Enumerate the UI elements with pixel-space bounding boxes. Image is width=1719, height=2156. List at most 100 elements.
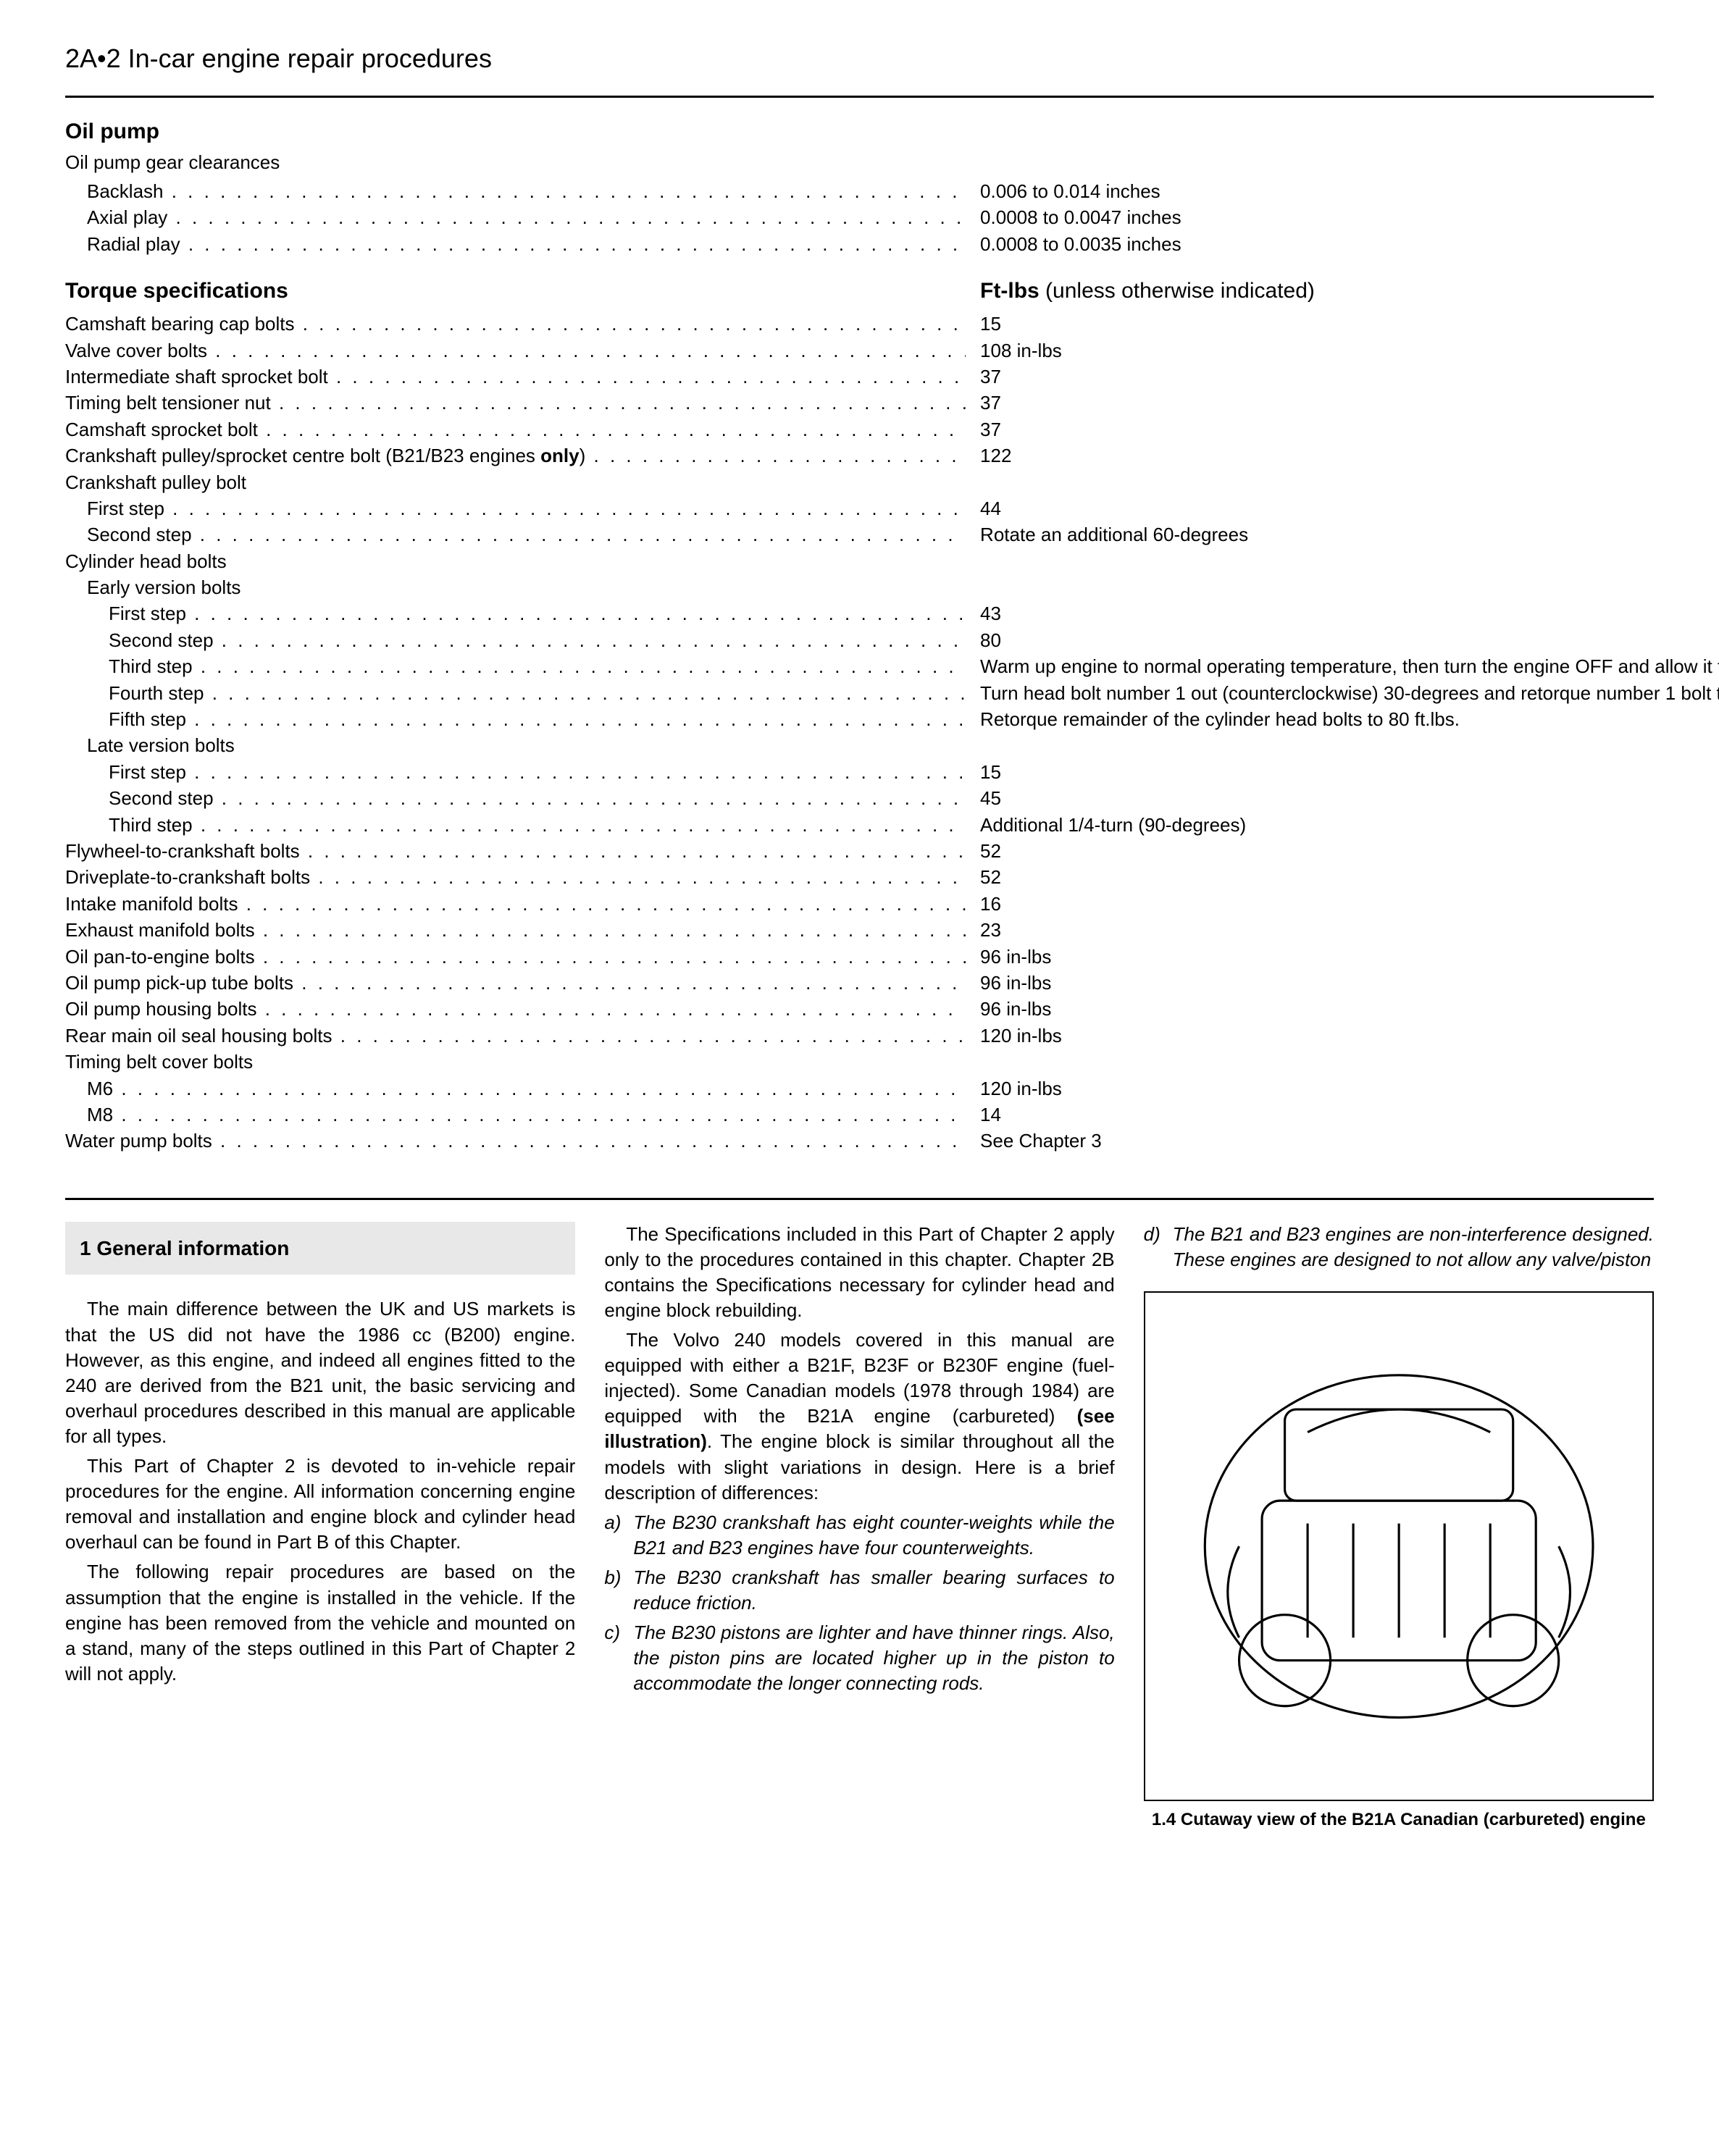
- spec-label: Second step: [65, 521, 966, 548]
- spec-label: Crankshaft pulley/sprocket centre bolt (…: [65, 442, 966, 469]
- figure-caption: 1.4 Cutaway view of the B21A Canadian (c…: [1144, 1808, 1654, 1831]
- body-paragraph: The main difference between the UK and U…: [65, 1296, 575, 1449]
- list-text: The B230 crankshaft has smaller bearing …: [633, 1565, 1114, 1616]
- body-paragraph: The Volvo 240 models covered in this man…: [604, 1327, 1114, 1506]
- oil-pump-sub: Oil pump gear clearances: [65, 151, 1719, 174]
- engine-illustration: [1171, 1318, 1627, 1774]
- spec-value: 0.0008 to 0.0047 inches: [966, 204, 1719, 230]
- list-item: c)The B230 pistons are lighter and have …: [604, 1620, 1114, 1696]
- spec-row: Third stepWarm up engine to normal opera…: [65, 653, 1719, 679]
- spec-row: Backlash0.006 to 0.014 inches: [65, 178, 1719, 204]
- spec-row: Oil pump housing bolts96 in-lbs: [65, 996, 1719, 1022]
- spec-row: Second stepRotate an additional 60-degre…: [65, 521, 1719, 548]
- spec-value: Rotate an additional 60-degrees: [966, 521, 1719, 548]
- spec-label: Third step: [65, 812, 966, 838]
- spec-label: First step: [65, 600, 966, 626]
- list-text: The B230 crankshaft has eight counter-we…: [633, 1510, 1114, 1561]
- list-text: The B21 and B23 engines are non-interfer…: [1173, 1222, 1654, 1272]
- spec-row: Oil pan-to-engine bolts96 in-lbs: [65, 944, 1719, 970]
- spec-row: Crankshaft pulley/sprocket centre bolt (…: [65, 442, 1719, 469]
- spec-value: Warm up engine to normal operating tempe…: [966, 653, 1719, 679]
- spec-row: Intermediate shaft sprocket bolt37: [65, 364, 1719, 390]
- header-rule: [65, 96, 1654, 98]
- spec-label: Oil pump housing bolts: [65, 996, 966, 1022]
- list-marker: c): [604, 1620, 633, 1696]
- spec-value: 43: [966, 600, 1719, 626]
- spec-row: Second step80: [65, 627, 1719, 653]
- spec-value: 52: [966, 838, 1719, 864]
- list-text: The B230 pistons are lighter and have th…: [633, 1620, 1114, 1696]
- torque-header: Torque specifications Ft-lbs (unless oth…: [65, 279, 1719, 303]
- spec-value: 37: [966, 390, 1719, 416]
- body-paragraph: The Specifications included in this Part…: [604, 1222, 1114, 1323]
- spec-row: First step44: [65, 495, 1719, 521]
- spec-value: 120 in-lbs: [966, 1023, 1719, 1049]
- spec-value: 14: [966, 1102, 1719, 1128]
- list-marker: b): [604, 1565, 633, 1616]
- spec-label: Second step: [65, 627, 966, 653]
- spec-value: 122: [966, 442, 1719, 469]
- page-header: 2A•2 In-car engine repair procedures: [65, 43, 1654, 74]
- body-col-1: 1 General information The main differenc…: [65, 1222, 575, 1832]
- spec-label: First step: [65, 495, 966, 521]
- spec-row: Driveplate-to-crankshaft bolts52: [65, 864, 1719, 890]
- body-paragraph: The following repair procedures are base…: [65, 1559, 575, 1686]
- spec-row: First step15: [65, 759, 1719, 785]
- spec-value: 37: [966, 364, 1719, 390]
- spec-label: Driveplate-to-crankshaft bolts: [65, 864, 966, 890]
- body-col-2: The Specifications included in this Part…: [604, 1222, 1114, 1832]
- spec-label: Cylinder head bolts: [65, 548, 966, 574]
- spec-row: Rear main oil seal housing bolts120 in-l…: [65, 1023, 1719, 1049]
- spec-value: 16: [966, 891, 1719, 917]
- spec-value: 45: [966, 785, 1719, 811]
- spec-value: 15: [966, 311, 1719, 337]
- spec-value: 108 in-lbs: [966, 337, 1719, 364]
- list-marker: d): [1144, 1222, 1173, 1272]
- spec-label: M6: [65, 1075, 966, 1102]
- torque-unit: Ft-lbs (unless otherwise indicated): [966, 279, 1719, 303]
- torque-table: Camshaft bearing cap bolts15Valve cover …: [65, 311, 1719, 1154]
- spec-row: Camshaft bearing cap bolts15: [65, 311, 1719, 337]
- spec-value: 80: [966, 627, 1719, 653]
- spec-row: Water pump boltsSee Chapter 3: [65, 1128, 1719, 1154]
- spec-label: Exhaust manifold bolts: [65, 917, 966, 943]
- body-columns: 1 General information The main differenc…: [65, 1222, 1654, 1832]
- section-rule: [65, 1198, 1654, 1200]
- spec-row: Third stepAdditional 1/4-turn (90-degree…: [65, 812, 1719, 838]
- spec-value: 96 in-lbs: [966, 944, 1719, 970]
- spec-value: 37: [966, 416, 1719, 442]
- list-item: d)The B21 and B23 engines are non-interf…: [1144, 1222, 1654, 1272]
- spec-label: First step: [65, 759, 966, 785]
- spec-row: First step43: [65, 600, 1719, 626]
- spec-value: Turn head bolt number 1 out (countercloc…: [966, 680, 1719, 706]
- spec-row: Oil pump pick-up tube bolts96 in-lbs: [65, 970, 1719, 996]
- general-info-heading: 1 General information: [65, 1222, 575, 1275]
- list-item: b)The B230 crankshaft has smaller bearin…: [604, 1565, 1114, 1616]
- spec-label: Intake manifold bolts: [65, 891, 966, 917]
- spec-value: 15: [966, 759, 1719, 785]
- spec-label: Crankshaft pulley bolt: [65, 469, 966, 495]
- spec-row: Radial play0.0008 to 0.0035 inches: [65, 231, 1719, 257]
- spec-label: Intermediate shaft sprocket bolt: [65, 364, 966, 390]
- spec-value: Retorque remainder of the cylinder head …: [966, 706, 1719, 732]
- spec-label: Early version bolts: [65, 574, 966, 600]
- spec-row: Second step45: [65, 785, 1719, 811]
- spec-label: Fifth step: [65, 706, 966, 732]
- spec-label: Radial play: [65, 231, 966, 257]
- spec-row: Cylinder head bolts: [65, 548, 1719, 574]
- spec-row: M6120 in-lbs: [65, 1075, 1719, 1102]
- body-paragraph: This Part of Chapter 2 is devoted to in-…: [65, 1454, 575, 1555]
- spec-label: Second step: [65, 785, 966, 811]
- spec-value: 120 in-lbs: [966, 1075, 1719, 1102]
- spec-value: 0.0008 to 0.0035 inches: [966, 231, 1719, 257]
- spec-row: Exhaust manifold bolts23: [65, 917, 1719, 943]
- spec-label: Axial play: [65, 204, 966, 230]
- spec-row: Axial play0.0008 to 0.0047 inches: [65, 204, 1719, 230]
- spec-row: Fourth stepTurn head bolt number 1 out (…: [65, 680, 1719, 706]
- list-marker: a): [604, 1510, 633, 1561]
- spec-label: Backlash: [65, 178, 966, 204]
- spec-label: Timing belt tensioner nut: [65, 390, 966, 416]
- spec-label: Water pump bolts: [65, 1128, 966, 1154]
- spec-value: 23: [966, 917, 1719, 943]
- spec-label: Flywheel-to-crankshaft bolts: [65, 838, 966, 864]
